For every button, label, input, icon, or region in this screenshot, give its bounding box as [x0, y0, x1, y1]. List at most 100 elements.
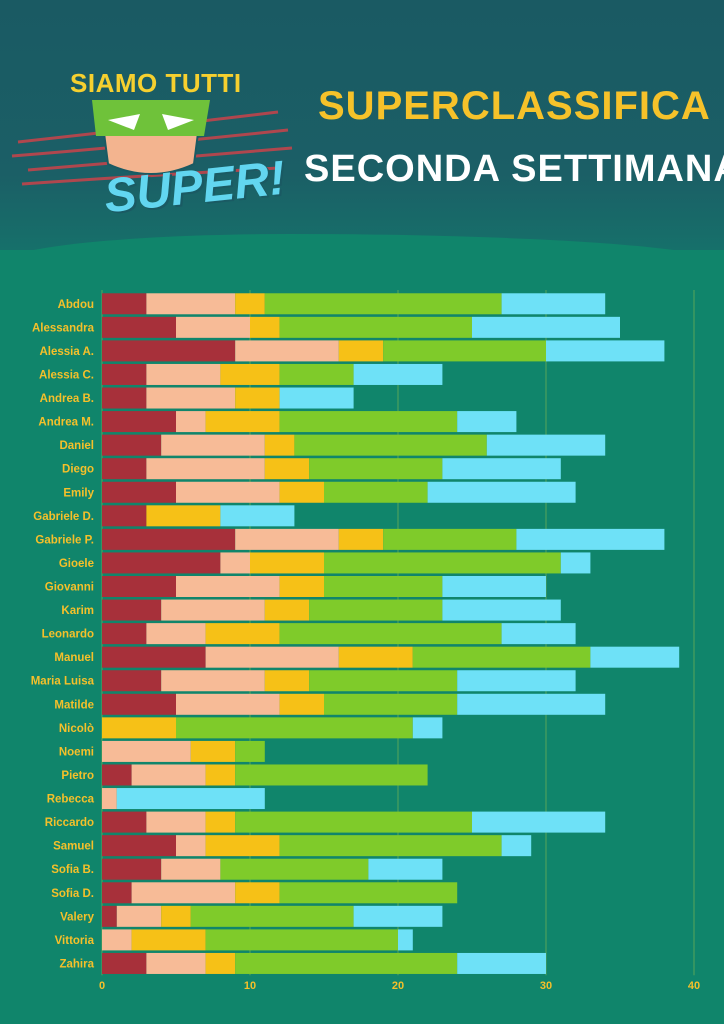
- bar-16-3: [309, 670, 458, 692]
- bar-14-4: [501, 623, 576, 645]
- bar-21-4: [116, 788, 265, 810]
- bar-12-3: [324, 576, 443, 597]
- page-subtitle: SECONDA SETTIMANA: [304, 148, 724, 190]
- bar-13-3: [309, 599, 443, 621]
- x-tick-label: 30: [540, 980, 552, 992]
- bar-22-3: [235, 811, 472, 833]
- bar-4-1: [146, 387, 236, 409]
- bar-4-0: [102, 387, 147, 409]
- bar-8-4: [427, 481, 576, 503]
- bar-20-2: [205, 764, 236, 786]
- bar-16-0: [102, 670, 162, 692]
- category-label: Sofia D.: [51, 888, 94, 900]
- category-label: Rebecca: [47, 794, 95, 806]
- bar-7-2: [264, 458, 310, 480]
- category-label: Pietro: [61, 770, 94, 782]
- bar-28-0: [102, 952, 147, 974]
- bar-3-0: [102, 363, 147, 385]
- x-tick-label: 40: [688, 980, 700, 992]
- category-label: Alessia A.: [39, 346, 94, 358]
- category-label: Gioele: [59, 558, 94, 570]
- bar-28-3: [235, 952, 458, 974]
- bar-8-0: [102, 481, 176, 503]
- bar-10-4: [516, 528, 665, 550]
- bar-0-0: [102, 293, 147, 315]
- bar-3-4: [353, 363, 443, 385]
- bar-14-0: [102, 623, 147, 645]
- category-label: Gabriele D.: [33, 511, 94, 523]
- bar-5-3: [279, 411, 458, 433]
- bar-25-1: [131, 882, 236, 904]
- bar-10-1: [235, 528, 339, 550]
- category-label: Zahira: [59, 958, 94, 970]
- bar-11-1: [220, 552, 250, 574]
- x-tick-label: 0: [99, 980, 105, 992]
- category-label: Emily: [63, 487, 94, 499]
- bar-26-3: [190, 905, 354, 927]
- bar-2-0: [102, 340, 236, 362]
- category-label: Alessandra: [32, 322, 95, 334]
- bar-17-1: [176, 693, 280, 715]
- bar-11-2: [250, 552, 324, 574]
- bar-27-3: [205, 929, 398, 951]
- bar-22-4: [472, 811, 606, 833]
- bar-14-3: [279, 623, 502, 645]
- bar-28-4: [457, 952, 546, 974]
- bar-7-1: [146, 458, 265, 480]
- bar-23-2: [205, 835, 280, 857]
- bar-4-4: [279, 387, 354, 409]
- bar-26-2: [161, 905, 191, 927]
- bar-2-4: [546, 340, 665, 362]
- bar-0-1: [146, 293, 236, 315]
- header-banner: SIAMO TUTTI SUPER! SUPERCLASSIFICA SECON…: [0, 0, 724, 250]
- bar-5-2: [205, 411, 280, 433]
- category-label: Abdou: [58, 299, 94, 311]
- bar-5-0: [102, 411, 176, 433]
- category-label: Nicolò: [59, 723, 94, 735]
- bar-8-1: [176, 481, 280, 503]
- category-label: Vittoria: [55, 935, 95, 947]
- logo-graphic: [11, 100, 293, 186]
- bar-14-2: [205, 623, 280, 645]
- bar-28-2: [205, 952, 236, 974]
- bar-20-3: [235, 764, 428, 786]
- bar-13-1: [161, 599, 265, 621]
- bar-0-3: [264, 293, 502, 315]
- bar-15-3: [412, 646, 591, 668]
- category-label: Diego: [62, 464, 94, 476]
- bar-9-2: [146, 505, 221, 527]
- bar-1-0: [102, 316, 176, 338]
- bar-7-0: [102, 458, 147, 480]
- category-label: Maria Luisa: [31, 676, 95, 688]
- bar-17-4: [457, 693, 606, 715]
- bar-15-4: [590, 646, 680, 668]
- bar-25-3: [279, 882, 458, 904]
- bar-5-4: [457, 411, 517, 433]
- category-label: Riccardo: [45, 817, 94, 829]
- bar-1-3: [279, 316, 472, 338]
- bar-12-1: [176, 576, 280, 597]
- bar-15-2: [338, 646, 413, 668]
- logo-top-text: SIAMO TUTTI: [70, 68, 242, 98]
- bar-19-1: [102, 740, 191, 762]
- bar-11-3: [324, 552, 561, 574]
- bar-23-1: [176, 835, 206, 857]
- category-label: Samuel: [53, 841, 94, 853]
- bar-6-0: [102, 434, 162, 456]
- bar-27-2: [131, 929, 206, 951]
- bar-26-4: [353, 905, 443, 927]
- bar-10-3: [383, 528, 517, 550]
- bar-7-3: [309, 458, 443, 480]
- category-label: Sofia B.: [51, 864, 94, 876]
- x-tick-label: 10: [244, 980, 256, 992]
- bar-24-3: [220, 858, 369, 880]
- category-label: Noemi: [59, 746, 94, 758]
- logo: SIAMO TUTTI SUPER!: [8, 60, 298, 230]
- category-label: Matilde: [54, 699, 94, 711]
- bar-13-4: [442, 599, 561, 621]
- bar-13-2: [264, 599, 310, 621]
- bar-3-3: [279, 363, 354, 385]
- bar-9-0: [102, 505, 147, 527]
- bar-11-0: [102, 552, 221, 574]
- bar-17-2: [279, 693, 324, 715]
